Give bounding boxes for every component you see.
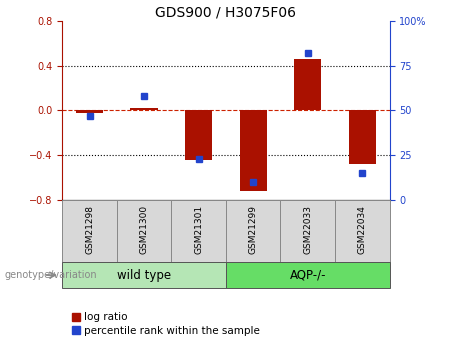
Bar <box>226 200 280 262</box>
Text: GSM21299: GSM21299 <box>248 205 258 254</box>
Legend: log ratio, percentile rank within the sample: log ratio, percentile rank within the sa… <box>67 308 264 340</box>
Title: GDS900 / H3075F06: GDS900 / H3075F06 <box>155 6 296 20</box>
Text: GSM21300: GSM21300 <box>140 205 148 254</box>
Bar <box>294 59 321 110</box>
Text: AQP-/-: AQP-/- <box>290 269 326 282</box>
Bar <box>76 110 103 113</box>
Bar <box>62 200 117 262</box>
Bar <box>226 262 390 288</box>
Bar <box>117 200 171 262</box>
Bar <box>130 108 158 110</box>
Bar <box>349 110 376 164</box>
Text: genotype/variation: genotype/variation <box>5 270 97 280</box>
Text: GSM21301: GSM21301 <box>194 205 203 254</box>
Bar <box>280 200 335 262</box>
Bar <box>62 262 226 288</box>
Text: GSM21298: GSM21298 <box>85 205 94 254</box>
Text: wild type: wild type <box>117 269 171 282</box>
Bar <box>171 200 226 262</box>
Text: GSM22033: GSM22033 <box>303 205 312 254</box>
Text: GSM22034: GSM22034 <box>358 205 367 254</box>
Bar <box>185 110 212 160</box>
Bar <box>335 200 390 262</box>
Bar <box>240 110 267 191</box>
